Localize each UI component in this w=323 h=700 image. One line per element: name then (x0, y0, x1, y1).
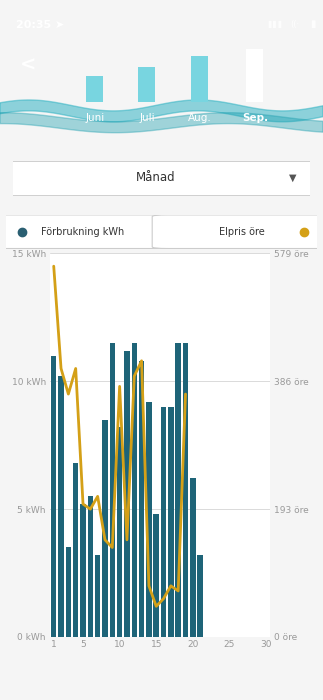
Text: ▮: ▮ (310, 20, 316, 29)
Text: ▐▐▐: ▐▐▐ (265, 21, 281, 28)
Bar (168, 407, 174, 637)
Text: ▼: ▼ (288, 173, 296, 183)
Bar (117, 427, 122, 637)
Bar (183, 343, 188, 637)
Text: Aug.: Aug. (188, 113, 212, 123)
Bar (138, 67, 155, 102)
Bar (190, 478, 196, 637)
Text: Elpris öre: Elpris öre (219, 227, 265, 237)
FancyBboxPatch shape (1, 162, 322, 195)
Text: <: < (19, 56, 36, 75)
Bar (95, 555, 100, 637)
Bar (131, 343, 137, 637)
Bar (139, 360, 144, 637)
Bar (197, 555, 203, 637)
Text: Månad: Månad (136, 172, 175, 184)
Bar (109, 343, 115, 637)
Bar (66, 547, 71, 637)
Bar (80, 504, 86, 637)
FancyBboxPatch shape (0, 215, 171, 248)
Text: Juni: Juni (86, 113, 105, 123)
Bar (102, 419, 108, 637)
Bar (161, 407, 166, 637)
Bar (86, 76, 103, 101)
FancyBboxPatch shape (152, 215, 323, 248)
Bar (124, 351, 130, 637)
Bar (58, 376, 64, 637)
Bar (146, 402, 152, 637)
Bar (191, 56, 208, 102)
Text: Förbrukning kWh: Förbrukning kWh (41, 227, 124, 237)
Bar (51, 356, 57, 637)
Text: 20:35 ➤: 20:35 ➤ (16, 20, 65, 29)
Text: Sep.: Sep. (242, 113, 268, 123)
Bar (153, 514, 159, 637)
Bar (175, 343, 181, 637)
Text: ((·: ((· (291, 20, 300, 29)
Bar (73, 463, 78, 637)
Bar (88, 496, 93, 637)
Text: Juli: Juli (139, 113, 155, 123)
Bar (246, 46, 263, 102)
